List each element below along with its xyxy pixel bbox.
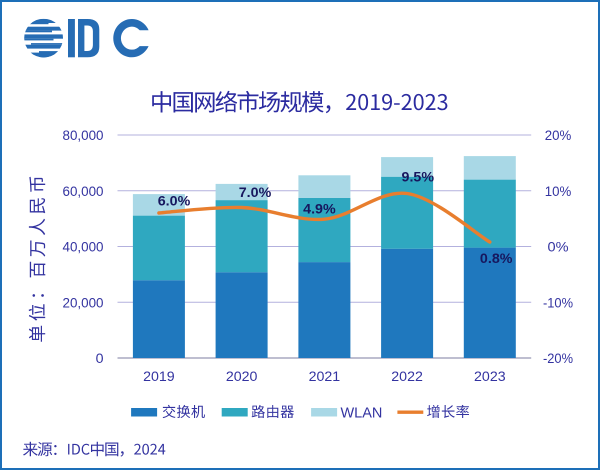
svg-text:80,000: 80,000 (63, 128, 104, 144)
svg-text:20,000: 20,000 (63, 295, 104, 311)
svg-text:4.9%: 4.9% (303, 202, 336, 217)
svg-text:2021: 2021 (309, 369, 341, 385)
svg-text:0%: 0% (548, 240, 569, 256)
svg-text:20%: 20% (545, 128, 572, 144)
svg-text:0.8%: 0.8% (480, 251, 513, 266)
svg-text:2020: 2020 (226, 369, 258, 385)
svg-text:2023: 2023 (474, 369, 506, 385)
svg-text:0: 0 (96, 351, 104, 367)
svg-text:-10%: -10% (543, 295, 573, 311)
svg-text:60,000: 60,000 (63, 184, 104, 200)
svg-text:WLAN: WLAN (341, 405, 383, 421)
svg-text:6.0%: 6.0% (158, 194, 191, 209)
svg-text:9.5%: 9.5% (402, 170, 435, 185)
svg-text:40,000: 40,000 (63, 240, 104, 256)
svg-text:2019: 2019 (143, 369, 175, 385)
svg-text:10%: 10% (545, 184, 572, 200)
svg-text:2022: 2022 (391, 369, 423, 385)
svg-text:7.0%: 7.0% (239, 185, 272, 200)
svg-text:-20%: -20% (543, 351, 573, 367)
